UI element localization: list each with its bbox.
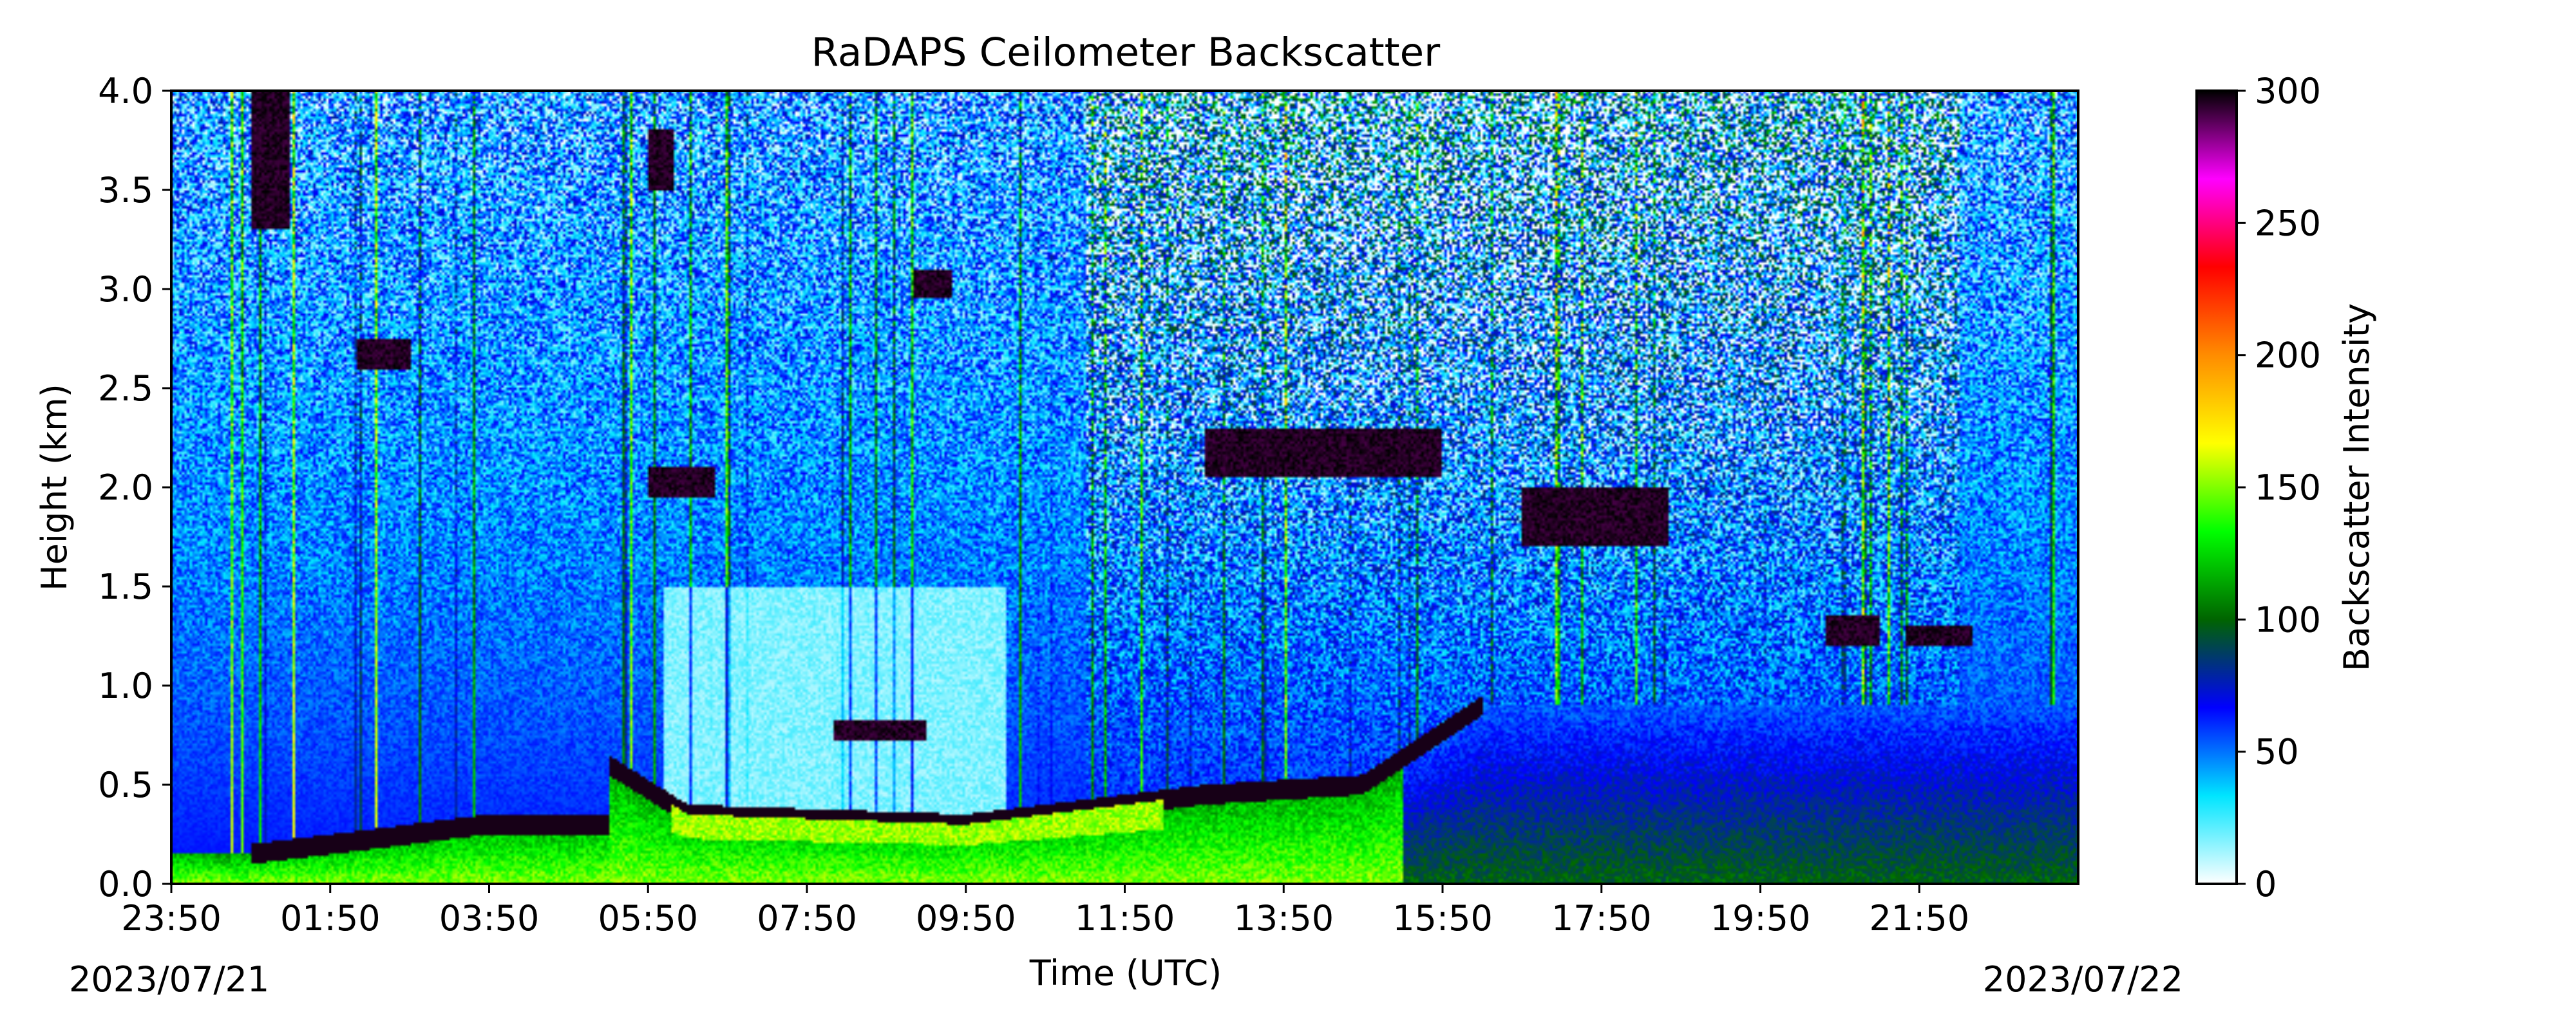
x-tick-label: 07:50: [757, 898, 857, 939]
colorbar-tick-label: 250: [2255, 203, 2321, 243]
colorbar-tick-label: 300: [2255, 71, 2321, 111]
colorbar-label: Backscatter Intensity: [2336, 303, 2377, 671]
chart-title: RaDAPS Ceilometer Backscatter: [811, 30, 1441, 75]
colorbar: [2195, 89, 2238, 885]
y-tick-label: 1.0: [98, 666, 153, 706]
y-axis-label: Height (km): [34, 384, 75, 591]
y-axis-ticks: 0.0 0.5 1.0 1.5 2.0 2.5 3.0 3.5 4.0: [98, 71, 171, 904]
x-axis-ticks: 23:50 01:50 03:50 05:50 07:50 09:50 11:50 13:50…: [121, 884, 1969, 939]
x-tick-label: 23:50: [121, 898, 222, 939]
backscatter-heatmap: [171, 91, 2078, 884]
y-tick-label: 3.0: [98, 269, 153, 310]
colorbar-tick-label: 200: [2255, 335, 2321, 376]
colorbar-ticks: 0 50 100 150 200 250 300: [2237, 71, 2321, 904]
x-tick-label: 01:50: [280, 898, 381, 939]
y-tick-label: 0.5: [98, 765, 153, 805]
x-tick-label: 21:50: [1869, 898, 1969, 939]
y-tick-label: 2.0: [98, 467, 153, 508]
x-tick-label: 09:50: [916, 898, 1016, 939]
x-tick-label: 13:50: [1233, 898, 1334, 939]
plot-area: [171, 91, 2078, 884]
y-tick-label: 2.5: [98, 368, 153, 409]
y-tick-label: 1.5: [98, 566, 153, 607]
x-start-date: 2023/07/21: [69, 959, 269, 1000]
x-tick-label: 17:50: [1551, 898, 1652, 939]
y-tick-label: 4.0: [98, 71, 153, 111]
y-tick-label: 3.5: [98, 170, 153, 211]
colorbar-tick-label: 150: [2255, 467, 2321, 508]
colorbar-tick-label: 0: [2255, 864, 2277, 904]
colorbar-tick-label: 100: [2255, 599, 2321, 640]
x-tick-label: 19:50: [1710, 898, 1811, 939]
x-axis-label: Time (UTC): [1029, 953, 1222, 993]
colorbar-tick-label: 50: [2255, 732, 2299, 772]
x-tick-label: 03:50: [439, 898, 540, 939]
x-tick-label: 05:50: [598, 898, 698, 939]
x-end-date: 2023/07/22: [1983, 959, 2183, 1000]
x-tick-label: 11:50: [1075, 898, 1175, 939]
x-tick-label: 15:50: [1392, 898, 1493, 939]
y-tick-label: 0.0: [98, 864, 153, 904]
